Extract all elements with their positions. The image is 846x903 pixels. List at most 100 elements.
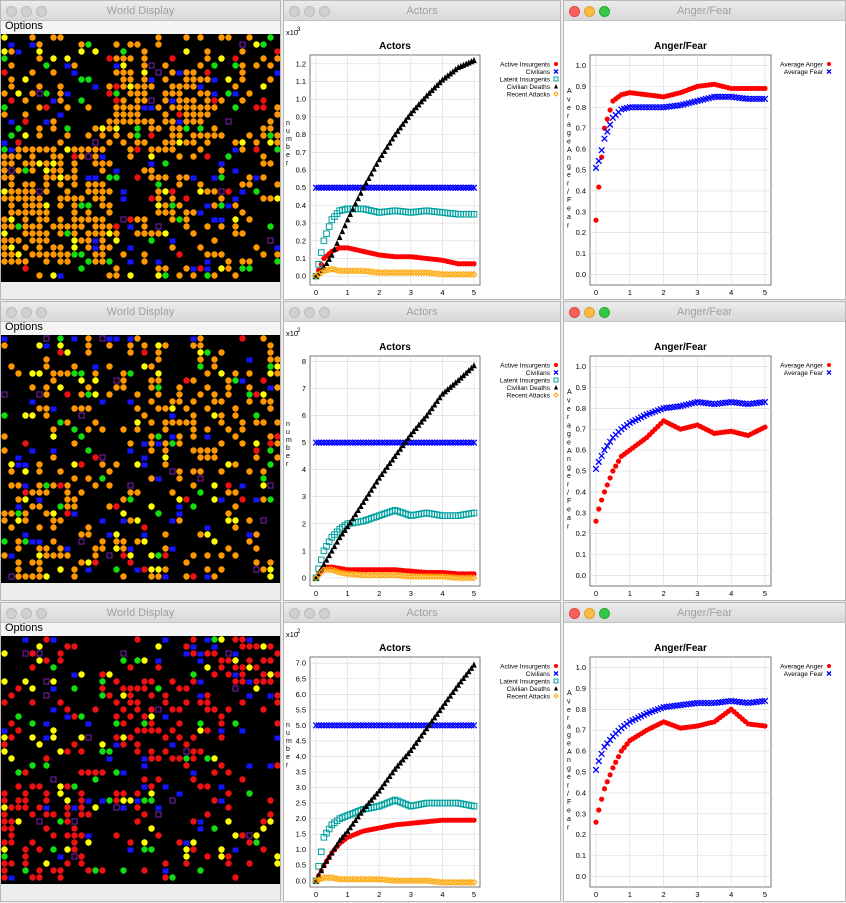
series-point bbox=[386, 460, 393, 467]
zoom-button[interactable] bbox=[36, 608, 47, 619]
series-point bbox=[438, 878, 446, 886]
close-button[interactable] bbox=[289, 307, 300, 318]
title-bar[interactable]: Actors bbox=[284, 603, 560, 623]
world-grid[interactable] bbox=[1, 636, 281, 884]
cop-marker bbox=[127, 448, 134, 454]
agent-marker bbox=[1, 846, 8, 853]
agent-marker bbox=[260, 83, 267, 90]
minimize-button[interactable] bbox=[584, 6, 595, 17]
actors-window: Actors 0 1 2 3 4 5 0.0 0.1 0.2 0.3 0.4 0.5 0.6 0.7 0.8… bbox=[283, 0, 561, 300]
agent-marker bbox=[197, 468, 204, 475]
series-point bbox=[462, 722, 470, 729]
minimize-button[interactable] bbox=[304, 307, 315, 318]
zoom-button[interactable] bbox=[599, 6, 610, 17]
zoom-button[interactable] bbox=[319, 307, 330, 318]
agent-marker bbox=[15, 573, 22, 580]
jail-marker bbox=[78, 412, 85, 419]
zoom-button[interactable] bbox=[319, 608, 330, 619]
series-point bbox=[397, 184, 404, 191]
options-menu[interactable]: Options bbox=[5, 20, 43, 32]
close-button[interactable] bbox=[569, 6, 580, 17]
agent-marker bbox=[50, 524, 57, 531]
jail-marker bbox=[36, 90, 43, 97]
series-point bbox=[457, 574, 465, 582]
y-axis-label-char: F bbox=[567, 799, 571, 806]
series-point bbox=[436, 270, 444, 278]
series-point bbox=[415, 184, 422, 191]
close-button[interactable] bbox=[289, 6, 300, 17]
agent-marker bbox=[246, 517, 253, 524]
options-menu[interactable]: Options bbox=[5, 321, 43, 333]
close-button[interactable] bbox=[6, 6, 17, 17]
agent-marker bbox=[253, 146, 260, 153]
options-menu[interactable]: Options bbox=[5, 622, 43, 634]
cop-marker bbox=[239, 728, 246, 734]
y-axis-label-char: / bbox=[567, 490, 569, 497]
series-point bbox=[363, 802, 369, 809]
minimize-button[interactable] bbox=[584, 608, 595, 619]
series-point bbox=[457, 722, 465, 729]
minimize-button[interactable] bbox=[584, 307, 595, 318]
close-button[interactable] bbox=[569, 307, 580, 318]
cop-marker bbox=[232, 847, 239, 853]
agent-marker bbox=[169, 440, 176, 447]
close-button[interactable] bbox=[289, 608, 300, 619]
zoom-button[interactable] bbox=[319, 6, 330, 17]
title-bar[interactable]: Actors bbox=[284, 302, 560, 322]
zoom-button[interactable] bbox=[36, 307, 47, 318]
minimize-button[interactable] bbox=[304, 608, 315, 619]
series-point bbox=[407, 184, 415, 191]
world-grid[interactable] bbox=[1, 34, 281, 282]
agent-marker bbox=[8, 223, 15, 230]
close-button[interactable] bbox=[569, 608, 580, 619]
agent-marker bbox=[225, 853, 232, 860]
title-bar[interactable]: World Display bbox=[1, 302, 280, 322]
agent-marker bbox=[141, 118, 148, 125]
agent-marker bbox=[64, 55, 71, 62]
agent-marker bbox=[57, 657, 64, 664]
title-bar[interactable]: Anger/Fear bbox=[564, 603, 845, 623]
series-point bbox=[412, 573, 420, 581]
title-bar[interactable]: World Display bbox=[1, 1, 280, 21]
legend-marker bbox=[553, 693, 559, 699]
agent-marker bbox=[113, 797, 120, 804]
cop-marker bbox=[36, 539, 43, 545]
world-grid[interactable] bbox=[1, 335, 281, 583]
series-point bbox=[349, 184, 357, 191]
zoom-button[interactable] bbox=[599, 608, 610, 619]
agent-marker bbox=[197, 146, 204, 153]
series-point bbox=[317, 848, 325, 856]
minimize-button[interactable] bbox=[21, 307, 32, 318]
title-bar[interactable]: Actors bbox=[284, 1, 560, 21]
agent-marker bbox=[225, 769, 232, 776]
series-point bbox=[595, 157, 603, 165]
minimize-button[interactable] bbox=[21, 608, 32, 619]
agent-marker bbox=[15, 685, 22, 692]
zoom-button[interactable] bbox=[599, 307, 610, 318]
zoom-button[interactable] bbox=[36, 6, 47, 17]
close-button[interactable] bbox=[6, 307, 17, 318]
cop-marker bbox=[197, 210, 204, 216]
agent-marker bbox=[36, 223, 43, 230]
agent-marker bbox=[57, 202, 64, 209]
cop-marker bbox=[64, 63, 71, 69]
agent-marker bbox=[162, 90, 169, 97]
agent-marker bbox=[8, 83, 15, 90]
title-bar[interactable]: Anger/Fear bbox=[564, 302, 845, 322]
minimize-button[interactable] bbox=[21, 6, 32, 17]
series-point bbox=[431, 439, 438, 446]
agent-marker bbox=[155, 391, 162, 398]
close-button[interactable] bbox=[6, 608, 17, 619]
y-tick-label: 0.1 bbox=[576, 550, 586, 559]
agent-marker bbox=[85, 132, 92, 139]
agent-marker bbox=[113, 566, 120, 573]
agent-marker bbox=[127, 104, 134, 111]
agent-marker bbox=[162, 160, 169, 167]
series-point bbox=[354, 439, 362, 446]
title-bar[interactable]: World Display bbox=[1, 603, 280, 623]
agent-marker bbox=[148, 118, 155, 125]
minimize-button[interactable] bbox=[304, 6, 315, 17]
title-bar[interactable]: Anger/Fear bbox=[564, 1, 845, 21]
cop-marker bbox=[71, 805, 78, 811]
agent-marker bbox=[36, 566, 43, 573]
